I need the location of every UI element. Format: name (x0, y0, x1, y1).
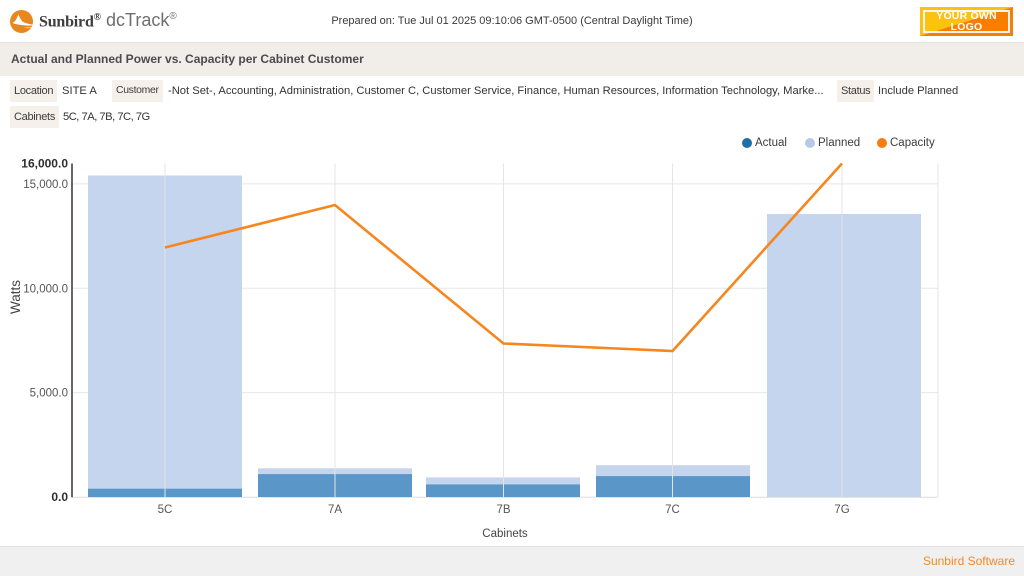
svg-text:Cabinets: Cabinets (482, 528, 528, 540)
svg-text:0.0: 0.0 (51, 490, 68, 504)
svg-text:7B: 7B (496, 504, 510, 516)
svg-text:7A: 7A (328, 504, 342, 516)
svg-text:5C: 5C (158, 504, 173, 516)
svg-text:16,000.0: 16,000.0 (21, 157, 68, 171)
svg-text:7G: 7G (834, 504, 849, 516)
svg-text:10,000.0: 10,000.0 (23, 283, 68, 295)
svg-text:15,000.0: 15,000.0 (23, 179, 68, 191)
svg-text:Watts: Watts (8, 280, 23, 314)
svg-text:7C: 7C (665, 504, 680, 516)
svg-text:5,000.0: 5,000.0 (30, 388, 68, 400)
